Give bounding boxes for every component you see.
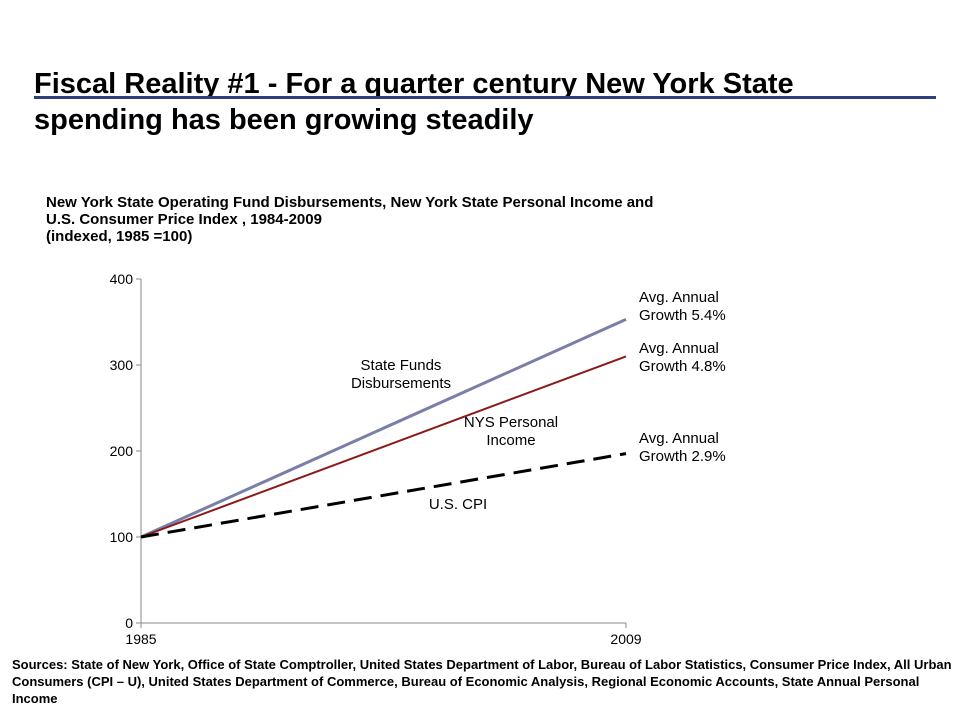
- annotation-label: State Funds: [361, 357, 442, 374]
- annotation-label: NYS Personal: [464, 414, 558, 431]
- y-tick-label: 300: [110, 357, 134, 373]
- annotation-label: Avg. Annual: [639, 340, 719, 357]
- slide-title: Fiscal Reality #1 - For a quarter centur…: [34, 66, 914, 138]
- title-rule: [34, 96, 936, 99]
- annotation-label: Growth 2.9%: [639, 448, 726, 465]
- y-tick-label: 100: [110, 529, 134, 545]
- annotation-label: Income: [486, 432, 535, 449]
- annotation-label: Growth 5.4%: [639, 307, 726, 324]
- chart-caption: New York State Operating Fund Disburseme…: [46, 194, 846, 245]
- series-line-state-funds-disbursements: [140, 318, 627, 539]
- y-tick-label: 0: [125, 615, 133, 631]
- series-line-nys-personal-income: [140, 355, 627, 538]
- annotation-label: Disbursements: [351, 375, 451, 392]
- annotation-label: U.S. CPI: [429, 496, 487, 513]
- annotation-label: Avg. Annual: [639, 430, 719, 447]
- chart-caption-line-1: New York State Operating Fund Disburseme…: [46, 194, 654, 211]
- chart-caption-line-3: (indexed, 1985 =100): [46, 228, 193, 245]
- y-tick-label: 200: [110, 443, 134, 459]
- y-tick-label: 400: [110, 271, 134, 287]
- annotation-label: Avg. Annual: [639, 289, 719, 306]
- chart-caption-line-2: U.S. Consumer Price Index , 1984-2009: [46, 211, 322, 228]
- slide-title-line-2: spending has been growing steadily: [34, 104, 534, 136]
- series-line-u-s-cpi: [140, 452, 627, 539]
- x-tick-label: 1985: [125, 631, 156, 647]
- annotation-label: Growth 4.8%: [639, 358, 726, 375]
- slide-title-line-1: Fiscal Reality #1 - For a quarter centur…: [34, 68, 794, 100]
- x-tick-label: 2009: [610, 631, 641, 647]
- sources-note: Sources: State of New York, Office of St…: [12, 657, 952, 706]
